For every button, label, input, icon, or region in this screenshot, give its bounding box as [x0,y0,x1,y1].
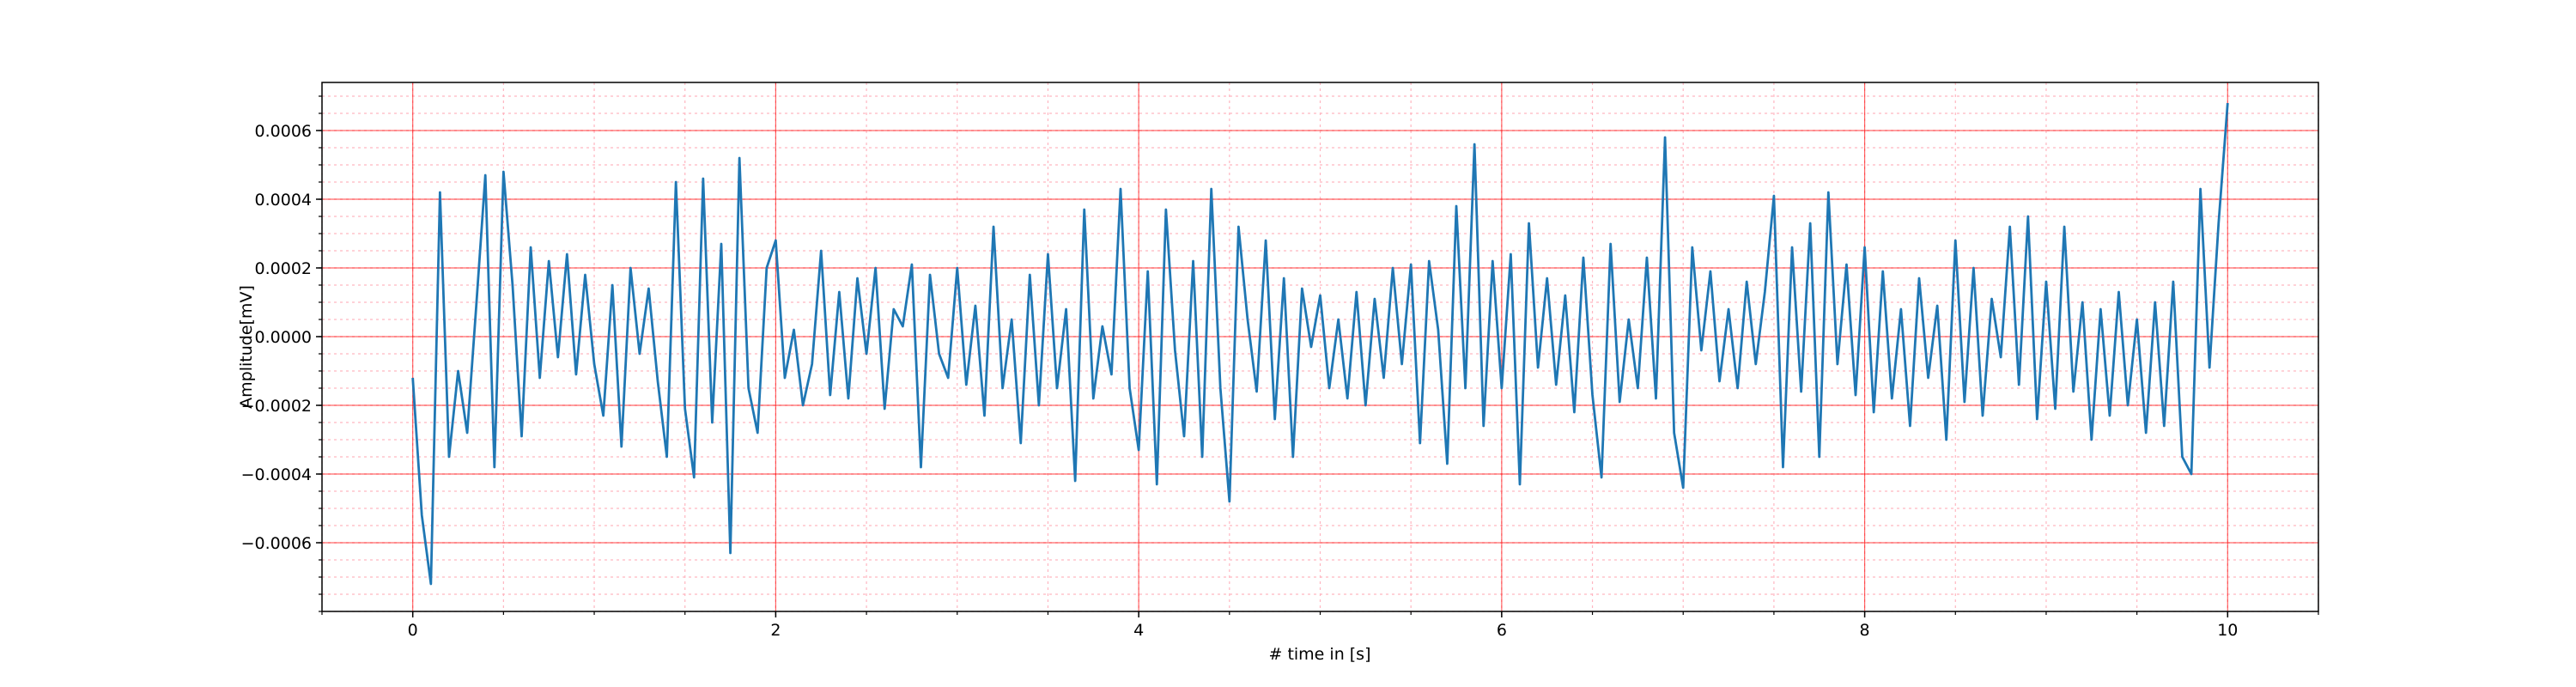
y-tick-label: 0.0002 [255,259,312,278]
y-tick-label: 0.0004 [255,191,312,210]
x-axis-label: # time in [s] [1268,645,1370,664]
y-axis-label: Amplitude[mV] [237,285,256,409]
x-tick-label: 6 [1497,621,1507,640]
signal-line [411,102,2229,586]
x-tick-label: 0 [408,621,418,640]
x-tick-label: 2 [770,621,781,640]
y-tick-label: −0.0004 [241,465,312,484]
x-tick-label: 8 [1860,621,1870,640]
y-tick-label: 0.0000 [255,328,312,347]
y-tick-label: 0.0006 [255,122,312,141]
x-tick-label: 10 [2217,621,2238,640]
y-tick-label: −0.0002 [241,397,312,416]
plot-frame [321,82,2319,612]
x-tick-label: 4 [1133,621,1144,640]
y-tick-label: −0.0006 [241,534,312,553]
